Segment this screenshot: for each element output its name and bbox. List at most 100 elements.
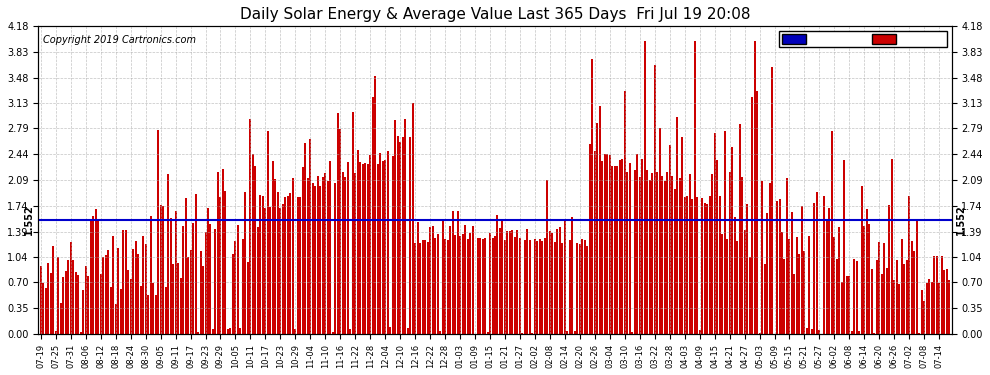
Bar	[931, 282, 933, 334]
Bar	[97, 221, 99, 334]
Text: 1.552: 1.552	[956, 204, 966, 235]
Bar	[205, 232, 207, 334]
Bar	[92, 216, 94, 334]
Bar	[786, 178, 788, 334]
Bar	[157, 130, 159, 334]
Bar	[302, 167, 304, 334]
Bar	[648, 180, 650, 334]
Bar	[704, 203, 706, 334]
Bar	[729, 172, 731, 334]
Bar	[254, 166, 256, 334]
Bar	[551, 233, 553, 334]
Bar	[579, 244, 581, 334]
Bar	[559, 227, 561, 334]
Bar	[354, 173, 356, 334]
Bar	[242, 239, 244, 334]
Bar	[377, 164, 379, 334]
Bar	[746, 204, 748, 334]
Bar	[642, 159, 644, 334]
Bar	[364, 162, 366, 334]
Bar	[753, 41, 755, 334]
Bar	[711, 174, 713, 334]
Bar	[494, 236, 496, 334]
Bar	[871, 268, 873, 334]
Bar	[54, 331, 56, 334]
Bar	[476, 238, 478, 334]
Bar	[945, 269, 947, 334]
Bar	[232, 254, 234, 334]
Bar	[504, 240, 506, 334]
Bar	[122, 230, 124, 334]
Bar	[43, 284, 45, 334]
Bar	[404, 118, 406, 334]
Bar	[834, 237, 836, 334]
Bar	[459, 236, 461, 334]
Bar	[886, 268, 888, 334]
Bar	[537, 241, 539, 334]
Bar	[215, 229, 217, 334]
Bar	[843, 160, 845, 334]
Bar	[140, 286, 142, 334]
Bar	[337, 112, 339, 334]
Bar	[719, 196, 721, 334]
Bar	[361, 165, 363, 334]
Bar	[801, 206, 803, 334]
Bar	[434, 238, 437, 334]
Bar	[673, 189, 676, 334]
Bar	[911, 241, 913, 334]
Bar	[419, 243, 421, 334]
Bar	[804, 251, 806, 334]
Bar	[274, 179, 276, 334]
Bar	[788, 238, 790, 334]
Bar	[317, 176, 319, 334]
Bar	[806, 328, 808, 334]
Bar	[901, 239, 903, 334]
Bar	[796, 237, 798, 334]
Bar	[926, 283, 928, 334]
Bar	[481, 238, 483, 334]
Bar	[120, 289, 122, 334]
Bar	[709, 196, 711, 334]
Bar	[791, 212, 793, 334]
Bar	[307, 178, 309, 334]
Bar	[251, 154, 253, 334]
Bar	[143, 236, 145, 334]
Bar	[115, 304, 117, 334]
Bar	[743, 230, 745, 334]
Bar	[182, 226, 184, 334]
Bar	[325, 173, 327, 334]
Bar	[924, 301, 926, 334]
Bar	[845, 276, 847, 334]
Bar	[437, 234, 439, 334]
Bar	[257, 228, 259, 334]
Bar	[527, 229, 529, 334]
Bar	[656, 172, 658, 334]
Bar	[661, 176, 663, 334]
Bar	[509, 231, 511, 334]
Bar	[878, 243, 880, 334]
Bar	[836, 259, 838, 334]
Bar	[269, 207, 271, 334]
Bar	[848, 276, 850, 334]
Bar	[162, 206, 164, 334]
Bar	[52, 246, 54, 334]
Bar	[936, 256, 938, 334]
Bar	[701, 198, 703, 334]
Bar	[464, 225, 466, 334]
Bar	[220, 197, 222, 334]
Bar	[279, 208, 281, 334]
Bar	[314, 186, 317, 334]
Bar	[742, 177, 743, 334]
Bar	[262, 195, 264, 334]
Bar	[591, 59, 593, 334]
Bar	[544, 238, 545, 334]
Bar	[783, 259, 785, 334]
Bar	[466, 239, 468, 334]
Bar	[671, 176, 673, 334]
Bar	[497, 215, 499, 334]
Bar	[110, 287, 112, 334]
Bar	[100, 274, 102, 334]
Bar	[919, 333, 921, 334]
Bar	[167, 174, 169, 334]
Bar	[335, 183, 337, 334]
